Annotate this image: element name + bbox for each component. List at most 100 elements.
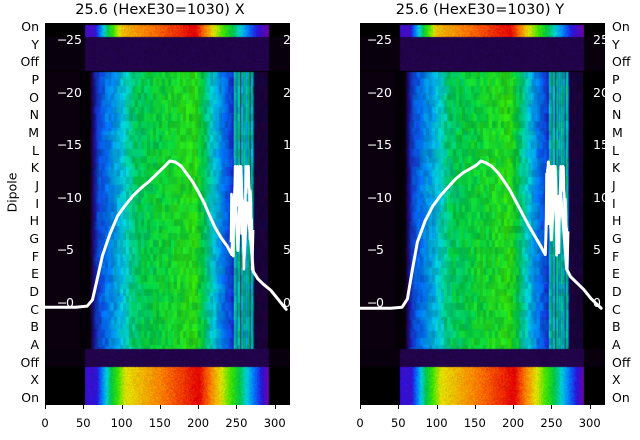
y-tick-label-mirror-left-10: 10 [283,189,290,205]
y-tick-label-mirror-right-15: 15 [593,137,605,153]
x-tick-mark-left-0 [45,405,46,409]
category-label-left-i-10: I [35,195,39,211]
heatmap-axes-y[interactable]: −25 25 −20 20 −15 15 −10 10 −5 5 −0 0 [360,23,605,405]
x-tick-mark-right-6 [589,405,591,409]
y-tick-label-mirror-left-5: 5 [283,242,290,258]
panel-title-x: 25.6 (HexE30=1030) X [75,2,245,18]
category-label-left-on-21: On [21,390,39,405]
category-label-left-m-6: M [28,125,39,140]
x-tick-mark-right-5 [551,405,553,409]
y-tick-label-left-15: −15 [57,137,82,153]
x-tick-label-right-3: 150 [463,416,486,430]
category-label-right-e-14: E [612,266,620,282]
category-label-left-o-4: O [29,89,39,105]
profile-curve-y [360,159,603,310]
category-label-right-j-9: J [612,178,616,193]
heatmap-axes-x[interactable]: −25 25 −20 20 −15 15 −10 10 −5 5 −0 0 [45,23,290,405]
y-tick-label-mirror-right-25: 25 [593,32,605,47]
category-label-right-x-20: X [612,372,621,388]
y-tick-label-left-25: −25 [57,32,82,47]
category-label-right-n-5: N [612,107,622,123]
y-tick-label-mirror-left-25: 25 [283,32,290,47]
y-tick-label-left-5: −5 [57,242,74,258]
category-label-left-e-14: E [31,266,39,282]
profile-curve-x [45,159,288,311]
category-label-left-x-20: X [30,372,39,388]
category-label-left-n-5: N [29,107,39,123]
profile-path-noisy-segment [229,164,255,271]
y-tick-label-left-0: −0 [57,295,74,310]
category-label-left-off-19: Off [20,354,39,370]
x-tick-mark-left-2 [121,405,123,409]
category-label-left-a-18: A [30,337,39,352]
category-label-right-o-4: O [612,89,622,105]
panel-title-y: 25.6 (HexE30=1030) Y [395,2,565,18]
x-tick-mark-left-3 [159,405,161,409]
category-label-right-p-3: P [612,72,620,87]
category-label-left-on-0: On [21,19,39,34]
category-label-right-f-13: F [612,248,620,264]
category-label-right-off-2: Off [612,54,631,70]
category-label-left-j-9: J [35,178,39,193]
category-label-right-d-15: D [612,284,622,299]
x-tick-mark-left-5 [236,405,238,409]
category-label-left-f-13: F [31,248,39,264]
x-tick-label-left-1: 50 [75,416,91,430]
x-tick-mark-right-0 [360,405,361,409]
category-label-left-b-17: B [30,319,39,335]
category-label-left-d-15: D [29,284,39,299]
category-label-right-a-18: A [612,337,621,352]
x-axis-right: 0 50 100 150 200 250 300 [356,405,605,439]
category-label-right-y-1: Y [612,36,620,52]
category-label-right-g-12: G [612,231,622,246]
x-tick-label-left-4: 200 [187,416,210,430]
y-tick-label-right-15: −15 [367,137,392,153]
y-tick-label-left-10: −10 [57,189,82,205]
category-label-right-c-16: C [612,301,621,317]
x-tick-label-left-5: 250 [225,416,248,430]
x-tick-label-right-6: 300 [578,416,601,430]
category-label-left-p-3: P [31,72,39,87]
category-axis-right: On Y Off P O N M L K J I H G F E D C B A Off X On [608,0,640,440]
y-tick-label-mirror-right-10: 10 [593,189,605,205]
category-label-right-l-7: L [612,142,619,158]
category-label-right-on-21: On [612,390,630,405]
profile-path [360,159,603,310]
y-tick-label-mirror-right-20: 20 [593,84,605,100]
category-label-right-i-10: I [612,195,616,211]
category-label-left-h-11: H [29,213,39,229]
category-label-right-on-0: On [612,19,630,34]
y-tick-label-right-5: −5 [367,242,384,258]
x-tick-mark-left-6 [274,405,276,409]
y-tick-label-mirror-right-5: 5 [593,242,601,258]
x-tick-label-left-3: 150 [148,416,171,430]
category-label-right-off-19: Off [612,354,631,370]
profile-path-noisy-segment [544,164,570,271]
x-tick-mark-right-3 [474,405,476,409]
x-tick-label-left-2: 100 [110,416,133,430]
x-tick-mark-right-2 [436,405,438,409]
x-axis-left: 0 50 100 150 200 250 300 [41,405,290,439]
x-tick-mark-right-1 [398,405,400,409]
x-tick-label-left-6: 300 [263,416,286,430]
category-label-right-m-6: M [612,125,623,140]
y-tick-label-mirror-left-0: 0 [283,295,290,310]
panel-y: 25.6 (HexE30=1030) Y −25 25 −20 20 −15 15 −10 1… [320,0,640,440]
x-tick-label-right-4: 200 [502,416,525,430]
y-tick-label-right-0: −0 [367,295,384,310]
y-tick-label-left-20: −20 [57,84,82,100]
x-tick-label-left-0: 0 [41,416,49,430]
x-tick-mark-left-4 [198,405,200,409]
category-label-left-y-1: Y [31,36,39,52]
category-label-left-c-16: C [30,301,39,317]
y-tick-label-mirror-left-20: 20 [283,84,290,100]
category-label-right-b-17: B [612,319,621,335]
y-tick-label-mirror-left-15: 15 [283,137,290,153]
category-axis-left: Dipole On Y Off P O N M L K J I H G F E D C B A Off X On [0,0,42,440]
x-tick-label-right-1: 50 [390,416,406,430]
category-label-left-l-7: L [32,142,39,158]
y-axis-label-left: Dipole [4,172,20,213]
x-tick-mark-right-4 [513,405,515,409]
y-tick-label-right-10: −10 [367,189,392,205]
